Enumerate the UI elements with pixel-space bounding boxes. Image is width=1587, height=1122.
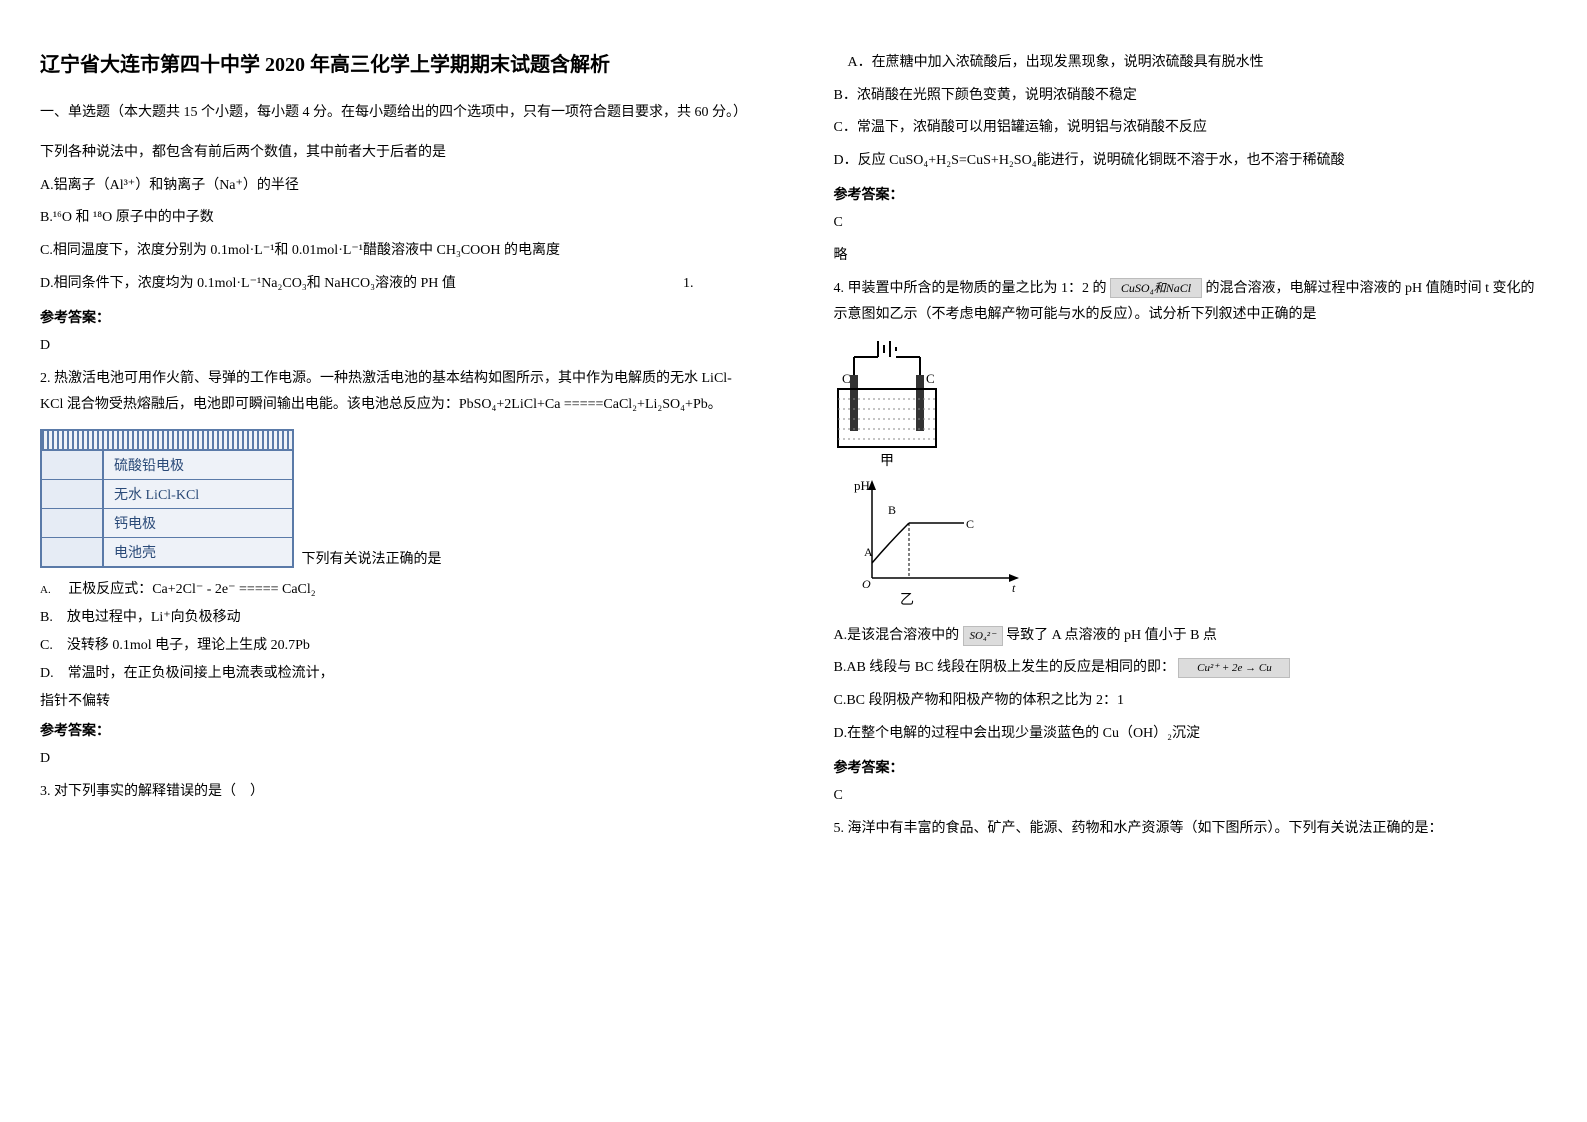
answer-label-1: 参考答案：: [40, 307, 754, 327]
answer-3: C: [834, 210, 1548, 237]
page-title: 辽宁省大连市第四十中学 2020 年高三化学上学期期末试题含解析: [40, 50, 754, 80]
battery-label-1: 硫酸铅电极: [104, 455, 184, 475]
q3-opt-b: B．浓硝酸在光照下颜色变黄，说明浓硝酸不稳定: [834, 83, 1548, 110]
q1-opt-d: D.相同条件下，浓度均为 0.1mol·L⁻¹Na₂CO₃和 NaHCO₃溶液的…: [40, 271, 754, 298]
q1-intro: 下列各种说法中，都包含有前后两个数值，其中前者大于后者的是: [40, 140, 754, 167]
q4-opt-c: C.BC 段阴极产物和阳极产物的体积之比为 2：1: [834, 688, 1548, 715]
q3-opt-d: D．反应 CuSO₄+H₂S=CuS+H₂SO₄能进行，说明硫化铜既不溶于水，也…: [834, 148, 1548, 175]
answer-label-2: 参考答案：: [40, 720, 754, 740]
electrode-c-right: C: [926, 371, 935, 386]
q2-tail: 下列有关说法正确的是: [302, 548, 442, 568]
q4-opt-a: A.是该混合溶液中的 SO₄²⁻ 导致了 A 点溶液的 pH 值小于 B 点: [834, 623, 1548, 650]
electrolysis-diagram: C C 甲: [834, 339, 1548, 474]
graph-point-b: B: [888, 503, 896, 517]
electrode-c-left: C: [842, 371, 851, 386]
q2-opt-a-label: A.: [40, 584, 51, 596]
ph-graph: pH B C A O t 乙: [854, 478, 1548, 613]
q4a-formula: SO₄²⁻: [963, 626, 1003, 646]
q4a-part1: A.是该混合溶液中的: [834, 628, 960, 643]
q2-opt-d: D. 常温时，在正负极间接上电流表或检流计，: [40, 662, 754, 682]
diagram-caption-jia: 甲: [880, 454, 894, 469]
section-header: 一、单选题（本大题共 15 个小题，每小题 4 分。在每小题给出的四个选项中，只…: [40, 100, 754, 125]
battery-label-3: 钙电极: [104, 513, 156, 533]
answer-4: C: [834, 783, 1548, 810]
axis-label-t: t: [1012, 581, 1016, 595]
q4-opt-d: D.在整个电解的过程中会出现少量淡蓝色的 Cu（OH）₂沉淀: [834, 721, 1548, 748]
battery-diagram: 硫酸铅电极 无水 LiCl-KCl 钙电极 电池壳 下列有关说法正确的是: [40, 429, 754, 568]
graph-point-a: A: [864, 545, 873, 559]
q4-formula-img: CuSO₄和NaCl: [1110, 278, 1202, 298]
q5-text: 5. 海洋中有丰富的食品、矿产、能源、药物和水产资源等（如下图所示）。下列有关说…: [834, 816, 1548, 843]
q3-opt-c: C．常温下，浓硝酸可以用铝罐运输，说明铝与浓硝酸不反应: [834, 115, 1548, 142]
q2-opt-c: C. 没转移 0.1mol 电子，理论上生成 20.7Pb: [40, 634, 754, 654]
axis-label-ph: pH: [854, 478, 870, 493]
q2-opt-a: A. 正极反应式：Ca+2Cl⁻ - 2e⁻ ===== CaCl₂: [40, 578, 754, 598]
q1-opt-a: A.铝离子（Al³⁺）和钠离子（Na⁺）的半径: [40, 173, 754, 200]
q4b-part1: B.AB 线段与 BC 线段在阴极上发生的反应是相同的即：: [834, 660, 1175, 675]
axis-origin: O: [862, 577, 871, 591]
q2-opt-a-text: 正极反应式：Ca+2Cl⁻ - 2e⁻ ===== CaCl₂: [68, 582, 315, 597]
q4-opt-b: B.AB 线段与 BC 线段在阴极上发生的反应是相同的即： Cu²⁺ + 2e …: [834, 655, 1548, 682]
q4-text-a: 4. 甲装置中所含的是物质的量之比为 1：2 的: [834, 281, 1107, 296]
q1-number: 1.: [683, 271, 694, 298]
q2-text: 2. 热激活电池可用作火箭、导弹的工作电源。一种热激活电池的基本结构如图所示，其…: [40, 366, 754, 419]
answer-1: D: [40, 333, 754, 360]
q2-opt-d2: 指针不偏转: [40, 690, 754, 710]
answer-label-4: 参考答案：: [834, 757, 1548, 777]
q1-opt-d-text: D.相同条件下，浓度均为 0.1mol·L⁻¹Na₂CO₃和 NaHCO₃溶液的…: [40, 276, 456, 291]
answer-label-3: 参考答案：: [834, 184, 1548, 204]
q1-opt-c: C.相同温度下，浓度分别为 0.1mol·L⁻¹和 0.01mol·L⁻¹醋酸溶…: [40, 238, 754, 265]
q3-opt-a: A．在蔗糖中加入浓硫酸后，出现发黑现象，说明浓硫酸具有脱水性: [834, 50, 1548, 77]
q4b-formula: Cu²⁺ + 2e → Cu: [1178, 658, 1290, 678]
battery-label-4: 电池壳: [104, 542, 156, 562]
q1-opt-b: B.¹⁶O 和 ¹⁸O 原子中的中子数: [40, 205, 754, 232]
q4-text: 4. 甲装置中所含的是物质的量之比为 1：2 的 CuSO₄和NaCl 的混合溶…: [834, 276, 1548, 329]
answer-3b: 略: [834, 243, 1548, 270]
q3-text: 3. 对下列事实的解释错误的是（ ）: [40, 779, 754, 806]
graph-point-c: C: [966, 517, 974, 531]
diagram-caption-yi: 乙: [900, 592, 914, 608]
q2-opt-b: B. 放电过程中，Li⁺向负极移动: [40, 606, 754, 626]
answer-2: D: [40, 746, 754, 773]
q4a-part2: 导致了 A 点溶液的 pH 值小于 B 点: [1006, 628, 1217, 643]
section1-text: 一、单选题（本大题共 15 个小题，每小题 4 分。在每小题给出的四个选项中，只…: [40, 105, 747, 120]
battery-label-2: 无水 LiCl-KCl: [104, 484, 199, 504]
